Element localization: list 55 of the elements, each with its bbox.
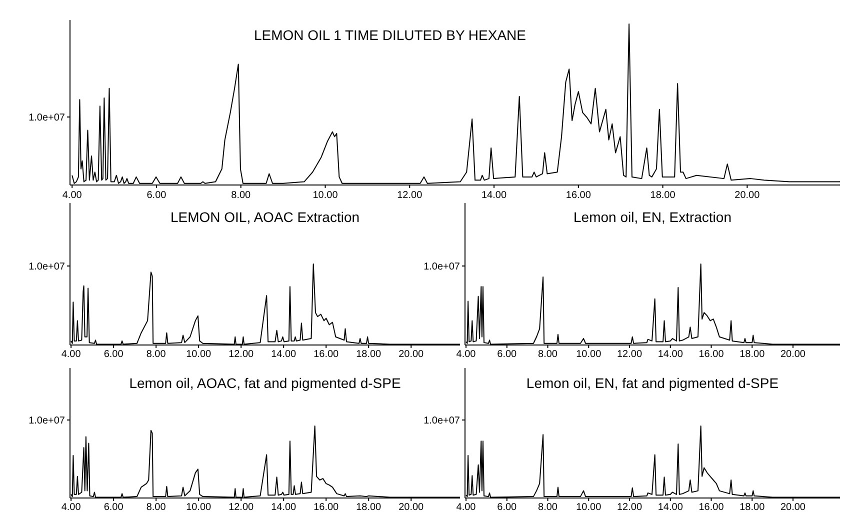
x-tick-label: 10.00 [576, 349, 602, 360]
x-tick-label: 10.00 [186, 502, 212, 513]
x-tick-label: 14.00 [658, 349, 684, 360]
x-tick-label: 16.00 [698, 502, 724, 513]
x-tick-label: 4.00 [61, 502, 82, 513]
x-tick-label: 12.00 [228, 349, 254, 360]
x-tick-label: 16.00 [698, 349, 724, 360]
x-tick-label: 14.00 [482, 190, 507, 201]
text: 1.0e+07 [28, 112, 66, 124]
chart-title: LEMON OIL 1 TIME DILUTED BY HEXANE [254, 27, 526, 43]
text: 1.0e+07 [28, 416, 66, 426]
x-tick-label: 4.00 [62, 190, 82, 201]
x-tick-label: 12.00 [616, 349, 642, 360]
x-tick-label: 16.00 [314, 349, 340, 360]
x-tick-label: 14.00 [658, 502, 684, 513]
x-tick-label: 20.00 [398, 349, 424, 360]
chart-title: Lemon oil, EN, Extraction [574, 209, 732, 225]
x-tick-label: 6.00 [104, 502, 124, 513]
x-tick-label: 18.00 [740, 349, 766, 360]
x-tick-label: 20.00 [398, 502, 424, 513]
x-tick-label: 18.00 [650, 190, 676, 201]
x-tick-label: 6.00 [146, 190, 167, 201]
chart-title: Lemon oil, AOAC, fat and pigmented d-SPE [129, 375, 401, 391]
chart-title: LEMON OIL, AOAC Extraction [170, 209, 360, 225]
x-tick-label: 12.00 [228, 502, 254, 513]
x-tick-label: 8.00 [231, 190, 252, 201]
x-tick-label: 4.00 [456, 502, 476, 513]
x-tick-label: 10.00 [576, 502, 602, 513]
x-tick-label: 4.00 [456, 349, 476, 360]
x-tick-label: 18.00 [356, 502, 382, 513]
x-tick-label: 8.00 [538, 502, 558, 513]
x-tick-label: 20.00 [780, 349, 806, 360]
x-tick-label: 8.00 [538, 349, 558, 360]
x-tick-label: 4.00 [61, 349, 82, 360]
x-tick-label: 18.00 [356, 349, 382, 360]
x-tick-label: 10.00 [186, 349, 212, 360]
x-tick-label: 8.00 [146, 502, 166, 513]
x-tick-label: 6.00 [104, 349, 124, 360]
x-tick-label: 6.00 [497, 502, 518, 513]
annotation: 1.0e+07 [424, 416, 460, 426]
annotation: 1.0e+07 [424, 262, 460, 272]
x-tick-label: 14.00 [271, 502, 297, 513]
x-tick-label: 8.00 [146, 349, 166, 360]
x-tick-label: 10.00 [312, 190, 338, 201]
x-tick-label: 20.00 [780, 502, 806, 513]
x-tick-label: 6.00 [497, 349, 518, 360]
chart-title: Lemon oil, EN, fat and pigmented d-SPE [526, 375, 779, 391]
text: 1.0e+07 [28, 262, 66, 272]
x-tick-label: 20.00 [734, 190, 760, 201]
x-tick-label: 12.00 [397, 190, 423, 201]
x-tick-label: 12.00 [616, 502, 642, 513]
x-tick-label: 16.00 [566, 190, 592, 201]
x-tick-label: 18.00 [740, 502, 766, 513]
x-tick-label: 14.00 [271, 349, 297, 360]
x-tick-label: 16.00 [314, 502, 340, 513]
